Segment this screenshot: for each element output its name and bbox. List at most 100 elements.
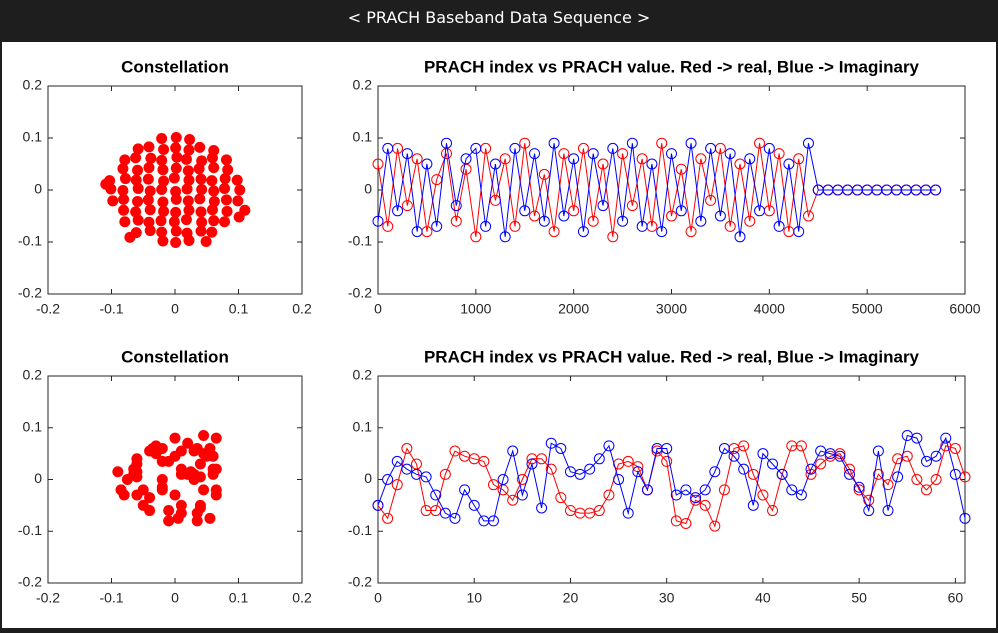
marker	[480, 220, 492, 232]
point	[118, 204, 130, 216]
plot-area	[377, 375, 966, 584]
point	[170, 162, 182, 174]
x-tick-label: 0.2	[292, 590, 312, 606]
point	[142, 173, 154, 185]
marker	[421, 158, 433, 170]
point	[158, 175, 170, 187]
point	[206, 152, 218, 164]
marker	[603, 489, 615, 501]
marker	[685, 226, 697, 238]
point	[170, 225, 182, 237]
point	[191, 515, 203, 527]
point	[119, 216, 131, 228]
point	[117, 185, 129, 197]
point	[132, 164, 144, 176]
marker	[699, 484, 711, 496]
axes: PRACH index vs PRACH value. Red -> real,…	[348, 57, 981, 316]
marker	[690, 492, 702, 504]
marker	[548, 137, 560, 149]
point	[182, 195, 194, 207]
marker	[911, 474, 923, 485]
y-tick-label: -0.2	[18, 574, 42, 590]
marker	[509, 220, 521, 232]
marker	[622, 455, 634, 467]
marker	[577, 142, 589, 154]
point	[182, 437, 194, 449]
marker	[499, 153, 511, 165]
marker	[519, 137, 531, 149]
marker	[509, 142, 521, 154]
marker	[392, 205, 404, 217]
point	[184, 134, 196, 146]
marker	[529, 148, 541, 160]
point	[194, 141, 206, 153]
marker	[656, 226, 668, 238]
point	[130, 206, 142, 218]
axes: Constellation -0.2 -0.1 0 0.1 0.2 -0.2 -0.1 0 0.1…	[18, 57, 312, 316]
y-tick-label: -0.1	[348, 522, 372, 538]
point	[142, 194, 154, 206]
marker	[507, 445, 519, 457]
marker	[834, 450, 846, 462]
x-tick-label: 0	[171, 590, 179, 606]
point	[157, 196, 169, 208]
y-tick-label: 0.2	[23, 77, 43, 93]
x-tick-label: 0.2	[292, 301, 312, 317]
marker	[795, 440, 807, 452]
point	[137, 484, 149, 496]
marker	[802, 210, 814, 222]
marker	[372, 499, 384, 511]
marker	[714, 210, 726, 222]
point	[180, 153, 192, 165]
point	[180, 214, 192, 226]
point	[171, 151, 183, 163]
axes: PRACH index vs PRACH value. Red -> real,…	[348, 347, 971, 606]
point	[183, 144, 195, 156]
marker	[695, 215, 707, 227]
y-tick-label: 0	[364, 470, 372, 486]
marker	[882, 505, 894, 517]
point	[206, 175, 218, 187]
marker	[449, 512, 461, 524]
chart-title: Constellation	[121, 57, 229, 76]
point	[118, 193, 130, 205]
point	[130, 152, 142, 164]
marker	[930, 450, 942, 462]
point	[144, 492, 156, 504]
marker	[548, 226, 560, 238]
marker	[558, 148, 570, 160]
point	[157, 235, 169, 247]
marker	[382, 142, 394, 154]
marker	[921, 484, 933, 496]
marker	[617, 215, 629, 227]
marker	[449, 445, 461, 457]
point	[194, 458, 206, 470]
marker	[430, 489, 442, 501]
point	[155, 215, 167, 227]
marker	[949, 468, 961, 480]
marker	[545, 437, 557, 449]
marker	[470, 142, 482, 154]
point	[143, 141, 155, 153]
x-tick-label: 1000	[460, 301, 491, 317]
marker	[757, 489, 769, 501]
chart-title: PRACH index vs PRACH value. Red -> real,…	[424, 347, 920, 366]
marker	[603, 440, 615, 452]
marker	[705, 194, 717, 206]
point	[156, 133, 168, 145]
charts: Constellation -0.2 -0.1 0 0.1 0.2 -0.2 -0.1 0 0.1…	[18, 57, 981, 606]
point	[234, 184, 246, 196]
marker	[747, 499, 759, 511]
marker	[675, 205, 687, 217]
y-tick-label: -0.1	[18, 522, 42, 538]
marker	[519, 205, 531, 217]
x-tick-label: 0	[374, 590, 382, 606]
marker	[670, 489, 682, 501]
axes: Constellation -0.2 -0.1 0 0.1 0.2 -0.2 -0.1 0 0.1…	[18, 347, 312, 605]
marker	[577, 226, 589, 238]
y-tick-label: 0.1	[23, 418, 43, 434]
point	[200, 235, 212, 247]
point	[124, 231, 136, 243]
point	[208, 162, 220, 174]
point	[169, 450, 181, 462]
